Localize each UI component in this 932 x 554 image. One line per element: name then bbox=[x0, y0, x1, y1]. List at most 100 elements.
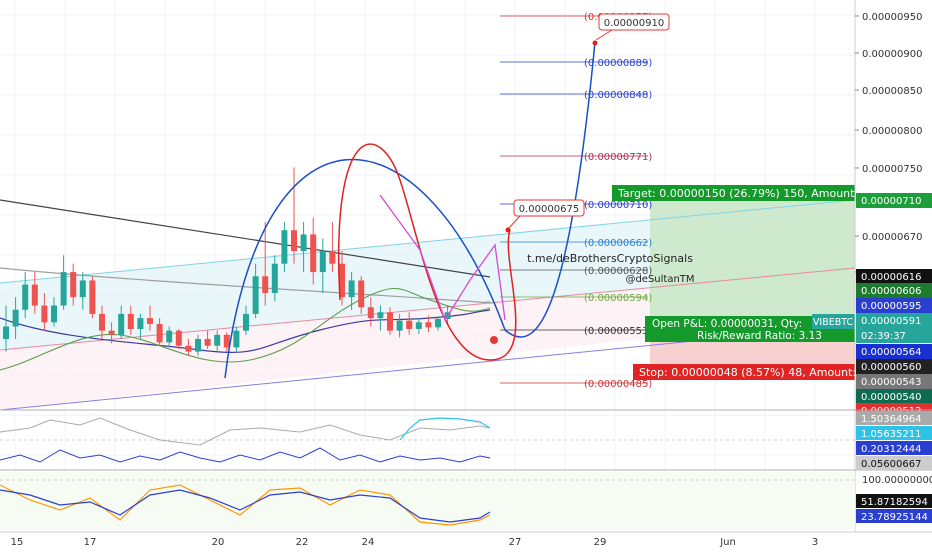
price-badge-text: 0.00000606 bbox=[861, 286, 921, 297]
ind1-gray-line bbox=[0, 417, 491, 446]
price-axis-tick-label: 0.00000750 bbox=[862, 164, 922, 175]
pink-zigzag bbox=[379, 194, 506, 322]
price-badge-bg bbox=[856, 193, 932, 208]
price-axis-tick: 0.00000950 bbox=[855, 12, 922, 23]
price-axis-tick: 0.00000750 bbox=[855, 164, 922, 175]
open-pl-text: Open P&L: 0.00000031, Qty: bbox=[652, 318, 802, 330]
ind1-badge-text: 1.50364964 bbox=[861, 414, 921, 425]
candle-body bbox=[348, 280, 355, 298]
ma-long-gray bbox=[0, 267, 493, 304]
candle bbox=[233, 326, 240, 352]
ind2-tick-label: 100.00000000 bbox=[862, 475, 932, 486]
candle-body bbox=[127, 313, 134, 329]
price-badge-text: 0.00000616 bbox=[861, 272, 921, 283]
candle-body bbox=[396, 320, 403, 331]
candle bbox=[310, 217, 317, 285]
candle bbox=[147, 305, 153, 331]
candle-body bbox=[214, 334, 221, 346]
candle bbox=[291, 167, 297, 264]
price-badge: 0.00000564 bbox=[856, 344, 932, 359]
callout-box bbox=[598, 13, 670, 31]
candle-body bbox=[79, 280, 86, 298]
target-label: Target: 0.00000150 (26.79%) 150, Amount: bbox=[612, 185, 858, 201]
price-axis-tick-label: 0.00000950 bbox=[862, 12, 922, 23]
fib-level-8: (0.00000553) bbox=[500, 326, 652, 337]
candle-body bbox=[12, 309, 19, 327]
pair-badge: VIBEBTC bbox=[812, 314, 855, 329]
price-badge-bg bbox=[856, 313, 932, 328]
price-badge: 02:39:37 bbox=[856, 328, 932, 343]
fib-level-6: (0.00000628) bbox=[500, 266, 652, 277]
stop-label: Stop: 0.00000048 (8.57%) 48, Amount: bbox=[633, 364, 856, 380]
channel-top-line bbox=[0, 199, 856, 284]
price-badge-text: 0.00000543 bbox=[861, 377, 921, 388]
candle bbox=[271, 255, 278, 302]
fib-level-7: (0.00000594) bbox=[500, 293, 652, 304]
ind2-badge-text: 23.78925144 bbox=[861, 512, 928, 523]
fib-level-label: (0.00000848) bbox=[584, 90, 652, 101]
price-badge: 0.00000591 bbox=[856, 313, 932, 328]
candle-body bbox=[435, 318, 441, 328]
candle bbox=[214, 330, 221, 351]
candle-body bbox=[406, 320, 413, 329]
price-axis-tick-label: 0.00000800 bbox=[862, 126, 922, 137]
ind1-badge: 1.50364964 bbox=[856, 411, 932, 425]
candle bbox=[195, 334, 201, 356]
candle bbox=[127, 305, 134, 335]
fib-level-label: (0.00000594) bbox=[584, 293, 652, 304]
ind2-badge-text: 51.87182594 bbox=[861, 497, 928, 508]
time-axis-tick-label: 24 bbox=[362, 537, 375, 548]
fib-level-1: (0.00000889) bbox=[500, 58, 652, 69]
candle bbox=[396, 313, 403, 338]
target-label-text: Target: 0.00000150 (26.79%) 150, Amount: bbox=[617, 187, 858, 200]
candle bbox=[358, 276, 365, 314]
ma-green bbox=[0, 287, 491, 371]
callout-top-pointer bbox=[595, 29, 613, 41]
time-axis-tick-label: 3 bbox=[812, 537, 818, 548]
price-badge-text: 0.00000710 bbox=[861, 196, 921, 207]
candle bbox=[166, 326, 173, 348]
fib-level-label: (0.00000889) bbox=[584, 58, 652, 69]
candle-body bbox=[204, 339, 211, 346]
price-axis-tick: 0.00000850 bbox=[855, 86, 922, 97]
candle bbox=[281, 221, 288, 273]
stop-label-text: Stop: 0.00000048 (8.57%) 48, Amount: bbox=[639, 366, 856, 379]
candle bbox=[12, 297, 19, 340]
fib-level-label: (0.00000710) bbox=[584, 200, 652, 211]
ind2-badge: 23.78925144 bbox=[856, 509, 932, 523]
candle-body bbox=[377, 312, 384, 319]
ind2-blue-line bbox=[0, 489, 491, 523]
candle-body bbox=[22, 284, 29, 310]
candle bbox=[329, 221, 336, 273]
candle-body bbox=[262, 276, 269, 293]
candle bbox=[223, 332, 230, 352]
fib-level-label: (0.00000553) bbox=[584, 326, 652, 337]
price-axis-tick: 0.00000900 bbox=[855, 49, 922, 60]
ind1-cyan-line bbox=[399, 417, 491, 441]
ind1-badge-text: 1.05635211 bbox=[861, 429, 921, 440]
candle-body bbox=[89, 280, 96, 314]
candle bbox=[367, 297, 374, 327]
candle-body bbox=[367, 307, 374, 319]
price-badge: 0.00000560 bbox=[856, 359, 932, 374]
ind2-bg bbox=[0, 472, 855, 530]
candle-body bbox=[252, 276, 259, 314]
target-dot bbox=[490, 336, 498, 344]
candle bbox=[425, 315, 432, 333]
candle bbox=[79, 272, 86, 310]
candle-body bbox=[166, 330, 173, 343]
price-axis-tick-label: 0.00000900 bbox=[862, 49, 922, 60]
ind1-badge-bg bbox=[856, 441, 932, 455]
indicator-panel-1: 1.50364964 1.05635211 0.20312444 0.05600667 bbox=[0, 411, 932, 470]
author-label: @deSultanTM bbox=[625, 274, 694, 285]
price-axis-tick: 0.00000670 bbox=[855, 232, 922, 243]
candle-body bbox=[310, 234, 317, 273]
fib-level-label: (0.00000771) bbox=[584, 152, 652, 163]
candle bbox=[339, 251, 345, 306]
callout-mid-pointer bbox=[508, 215, 521, 229]
pair-badge-text: VIBEBTC bbox=[813, 317, 854, 328]
candle bbox=[70, 263, 77, 306]
candle-body bbox=[99, 313, 105, 331]
